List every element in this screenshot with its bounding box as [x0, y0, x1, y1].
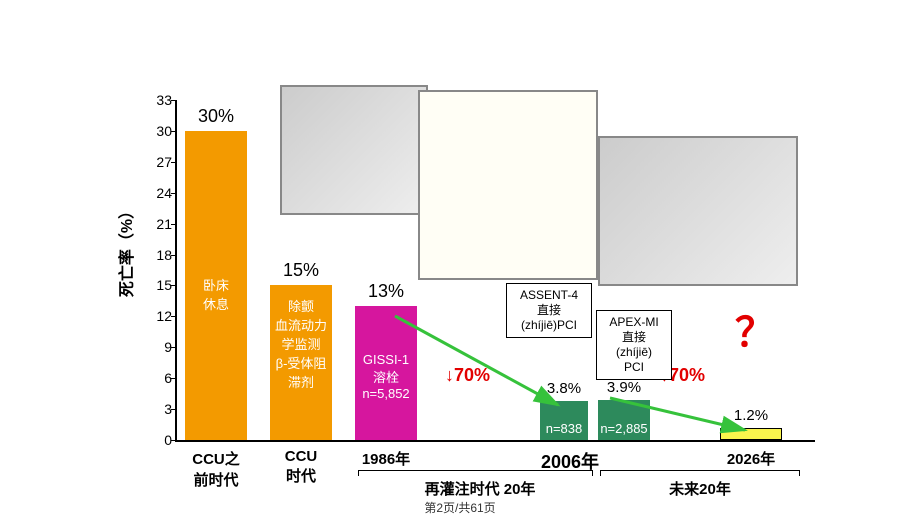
y-tick: 18	[150, 247, 172, 263]
y-tick: 33	[150, 92, 172, 108]
bar-assent: n=838	[540, 401, 588, 440]
bar-value-pre_ccu: 30%	[198, 106, 234, 127]
bar-apex: n=2,885	[598, 400, 650, 440]
trial-box: ASSENT-4 直接 (zhíjiē)PCI	[506, 283, 592, 338]
y-tick: 3	[150, 401, 172, 417]
y-axis-title: 死亡率（%）	[113, 203, 137, 297]
bar-inner-apex: n=2,885	[598, 421, 650, 436]
bar-inner-gissi: GISSI-1 溶栓 n=5,852	[355, 352, 417, 401]
x-category: CCU之 前时代	[192, 448, 240, 490]
bar-future	[720, 428, 782, 440]
y-tick: 24	[150, 185, 172, 201]
question-mark: ？	[735, 300, 775, 358]
y-tick: 6	[150, 370, 172, 386]
bar-inner-pre_ccu: 卧床 休息	[185, 275, 247, 313]
bar-ccu: 除颤 血流动力 学监测 β-受体阻 滞剂	[270, 285, 332, 440]
trial-box: APEX-MI 直接 (zhíjiē) PCI	[596, 310, 672, 380]
y-tick: 15	[150, 277, 172, 293]
bar-value-assent: 3.8%	[547, 380, 581, 397]
x-axis-line	[175, 440, 815, 442]
bar-inner-ccu: 除颤 血流动力 学监测 β-受体阻 滞剂	[270, 296, 332, 391]
bar-value-ccu: 15%	[283, 260, 319, 281]
y-tick: 12	[150, 308, 172, 324]
surgery-photo-placeholder	[598, 136, 798, 286]
bar-pre_ccu: 卧床 休息	[185, 131, 247, 440]
y-tick: 9	[150, 339, 172, 355]
y-tick: 21	[150, 216, 172, 232]
x-category: 2026年	[727, 448, 775, 469]
y-tick: 27	[150, 154, 172, 170]
reduction-label: ↓70%	[445, 365, 490, 386]
y-tick: 0	[150, 432, 172, 448]
era-bracket	[600, 470, 800, 476]
nurse-photo-placeholder	[280, 85, 428, 215]
era-label: 未来20年	[669, 478, 731, 499]
era-label: 再灌注时代 20年	[425, 478, 536, 499]
bar-value-apex: 3.9%	[607, 379, 641, 396]
bar-inner-assent: n=838	[540, 421, 588, 436]
bar-gissi: GISSI-1 溶栓 n=5,852	[355, 306, 417, 440]
page-number: 第2页/共61页	[424, 499, 495, 516]
cartoon-placeholder	[418, 90, 598, 280]
era-bracket	[358, 470, 593, 476]
bar-value-future: 1.2%	[734, 407, 768, 424]
x-category: 1986年	[362, 448, 410, 469]
bar-value-gissi: 13%	[368, 281, 404, 302]
y-tick: 30	[150, 123, 172, 139]
x-category: CCU 时代	[285, 448, 318, 486]
